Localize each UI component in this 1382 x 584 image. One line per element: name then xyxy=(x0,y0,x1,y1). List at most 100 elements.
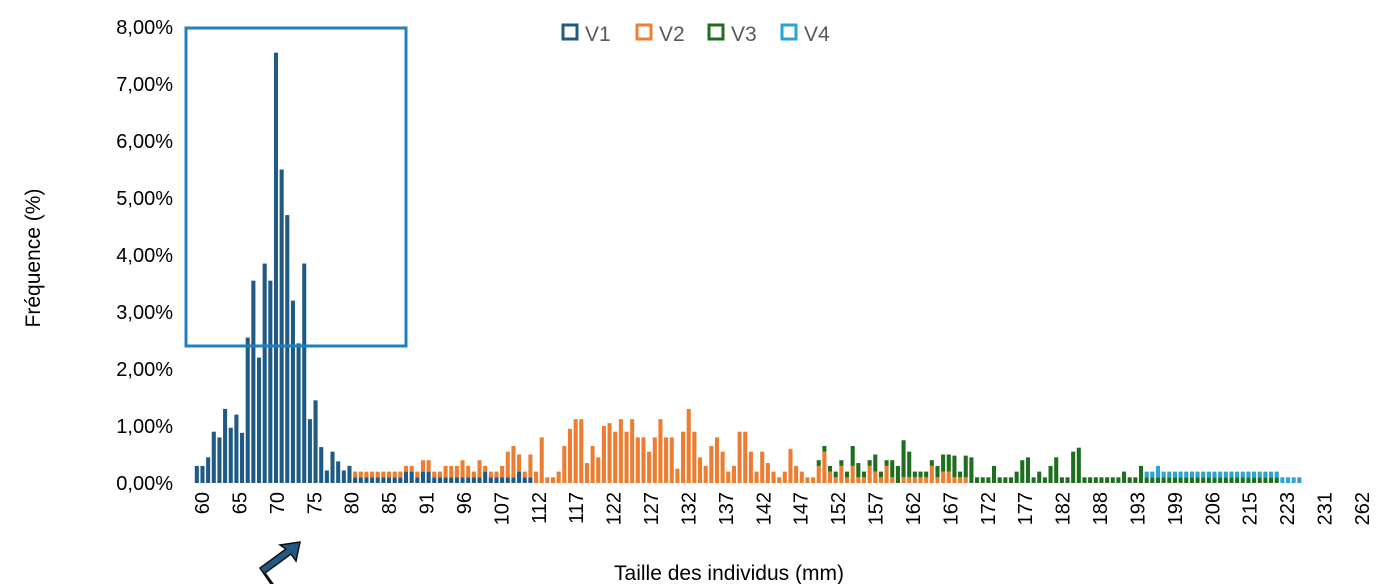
bar-v4 xyxy=(1263,471,1268,478)
bar-v2 xyxy=(714,437,720,483)
bar-v2 xyxy=(528,454,533,478)
bar-v2 xyxy=(884,465,889,483)
bar-v2 xyxy=(420,460,426,472)
bar-v3 xyxy=(1161,477,1166,483)
bar-v1 xyxy=(483,471,488,483)
bar-v1 xyxy=(426,471,431,483)
bar-v2 xyxy=(681,431,686,483)
bar-v1 xyxy=(256,357,262,483)
bar-v2 xyxy=(364,471,369,478)
bar-v3 xyxy=(1071,451,1076,483)
bar-v2 xyxy=(460,460,465,478)
bar-v1 xyxy=(460,477,465,483)
legend-swatch-v3 xyxy=(707,23,725,41)
bar-v1 xyxy=(437,477,442,483)
x-tick-label: 172 xyxy=(978,492,1000,525)
bar-v4 xyxy=(1201,471,1206,478)
bar-v1 xyxy=(409,471,414,483)
bar-v3 xyxy=(912,471,917,478)
bar-v3 xyxy=(1201,477,1206,483)
bar-v1 xyxy=(500,477,505,483)
bar-v2 xyxy=(771,471,776,483)
legend: V1 V2 V3 V4 xyxy=(561,23,830,46)
bar-v3 xyxy=(1093,477,1098,483)
bar-v2 xyxy=(697,457,703,483)
bar-v3 xyxy=(1167,477,1172,483)
bar-v2 xyxy=(618,419,623,483)
bar-v3 xyxy=(1099,477,1104,483)
bar-v3 xyxy=(1252,477,1257,483)
bar-v2 xyxy=(375,471,380,478)
bar-v2 xyxy=(873,471,878,483)
bar-v2 xyxy=(788,448,793,483)
x-axis: 60 65 70 75 80 85 91 96 107 112 117 122 127 132 137 142… xyxy=(192,492,1374,525)
bar-v2 xyxy=(901,477,906,483)
bar-v4 xyxy=(1240,471,1245,478)
bar-v3 xyxy=(991,465,997,483)
bar-v2 xyxy=(652,437,657,483)
x-tick-label: 215 xyxy=(1240,492,1262,525)
bar-v3 xyxy=(952,455,957,478)
bar-v4 xyxy=(1212,471,1217,478)
bar-v1 xyxy=(262,263,267,483)
bar-v1 xyxy=(432,477,437,483)
bar-v3 xyxy=(1184,477,1189,483)
bar-v2 xyxy=(624,431,629,483)
bar-v3 xyxy=(1025,457,1030,483)
bar-v3 xyxy=(822,445,827,452)
bar-v3 xyxy=(895,465,900,483)
bar-v2 xyxy=(437,471,442,478)
bar-v1 xyxy=(296,343,301,483)
bar-v3 xyxy=(884,460,889,466)
bar-v1 xyxy=(206,457,211,483)
bar-v2 xyxy=(370,471,375,478)
bar-v3 xyxy=(1172,477,1177,483)
bar-v3 xyxy=(1054,457,1059,483)
x-tick-label: 231 xyxy=(1315,492,1337,525)
bar-v3 xyxy=(1020,460,1025,483)
bar-v1 xyxy=(302,263,307,483)
bar-v2 xyxy=(664,437,669,483)
bar-v2 xyxy=(500,465,505,478)
bar-v3 xyxy=(1076,447,1081,483)
bar-v1 xyxy=(200,465,205,483)
y-tick-label: 1,00% xyxy=(116,416,173,438)
bar-v2 xyxy=(720,451,725,483)
x-tick-label: 162 xyxy=(903,492,925,525)
bar-v2 xyxy=(630,419,635,483)
bar-v2 xyxy=(799,471,804,483)
bar-v2 xyxy=(946,471,951,483)
bar-v4 xyxy=(1285,477,1291,483)
bar-v4 xyxy=(1229,471,1234,478)
bar-v1 xyxy=(392,477,397,483)
bar-v3 xyxy=(901,440,906,478)
bar-v1 xyxy=(273,52,279,484)
bar-v2 xyxy=(590,445,595,483)
bar-v1 xyxy=(194,465,199,483)
x-tick-label: 193 xyxy=(1128,492,1150,525)
bar-v4 xyxy=(1235,471,1240,478)
bar-v1 xyxy=(477,477,482,483)
bar-v3 xyxy=(1122,471,1127,483)
bar-v4 xyxy=(1161,471,1166,478)
bar-v3 xyxy=(861,471,867,478)
x-tick-label: 188 xyxy=(1090,492,1112,525)
bar-v2 xyxy=(415,471,420,478)
bar-v2 xyxy=(409,465,414,472)
x-tick-label: 152 xyxy=(828,492,850,525)
bar-v2 xyxy=(669,437,674,483)
bar-v2 xyxy=(844,477,850,483)
bar-v3 xyxy=(986,477,991,483)
bar-v1 xyxy=(279,169,284,483)
bar-v3 xyxy=(839,460,844,466)
bar-v2 xyxy=(782,471,787,483)
bar-v1 xyxy=(240,432,245,483)
bar-v2 xyxy=(737,431,742,483)
bar-v3 xyxy=(1127,477,1132,483)
bar-v2 xyxy=(861,477,867,483)
bar-v2 xyxy=(647,451,652,483)
bar-v2 xyxy=(477,460,482,478)
bar-v4 xyxy=(1150,471,1155,478)
bar-v1 xyxy=(358,477,363,483)
bar-v2 xyxy=(556,471,561,483)
